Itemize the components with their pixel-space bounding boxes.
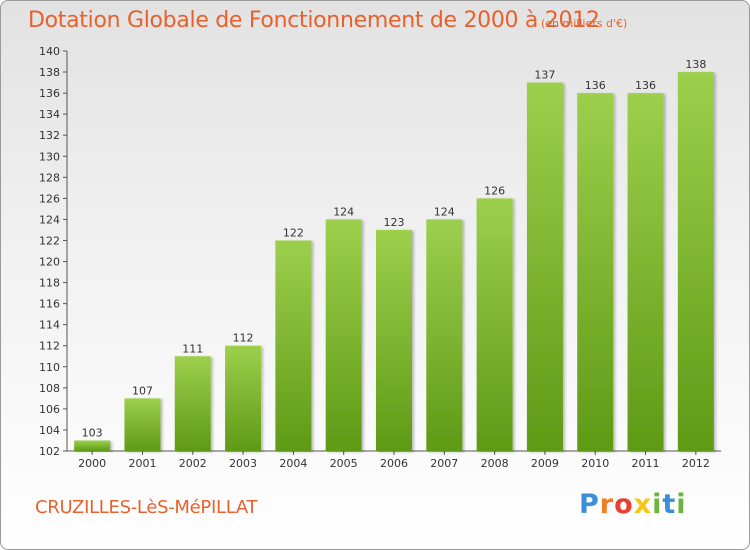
x-tick-label: 2006 — [380, 457, 408, 470]
bar-value-label: 112 — [233, 332, 254, 345]
x-tick-label: 2012 — [682, 457, 710, 470]
bar — [325, 219, 362, 451]
logo-letter: r — [599, 489, 615, 520]
y-tick-label: 106 — [39, 403, 60, 416]
logo-letter: o — [614, 489, 634, 520]
bar-value-label: 111 — [182, 342, 203, 355]
x-tick-label: 2009 — [531, 457, 559, 470]
bar — [275, 240, 312, 451]
bar-value-label: 137 — [534, 69, 555, 82]
y-tick-label: 114 — [39, 319, 60, 332]
y-tick-label: 134 — [39, 108, 60, 121]
bar-value-label: 122 — [283, 226, 304, 239]
bar-value-label: 138 — [685, 58, 706, 71]
x-tick-label: 2010 — [581, 457, 609, 470]
y-tick-label: 126 — [39, 192, 60, 205]
y-tick-label: 102 — [39, 445, 60, 458]
bar — [174, 356, 211, 451]
logo-letter: x — [633, 489, 653, 520]
x-tick-label: 2002 — [179, 457, 207, 470]
unit-note: (en milliers d'€) — [541, 17, 628, 30]
bar-value-label: 136 — [635, 79, 656, 92]
commune-name: CRUZILLES-LèS-MéPILLAT — [35, 497, 258, 518]
y-tick-label: 122 — [39, 234, 60, 247]
bar — [677, 72, 714, 451]
y-tick-label: 110 — [39, 361, 60, 374]
x-tick-label: 2003 — [229, 457, 257, 470]
logo-letter: i — [676, 489, 687, 520]
y-tick-label: 108 — [39, 382, 60, 395]
bar-value-label: 136 — [585, 79, 606, 92]
bar-value-label: 124 — [333, 205, 354, 218]
bar — [426, 219, 463, 451]
bar-value-label: 124 — [434, 205, 455, 218]
bar — [627, 93, 664, 452]
logo-letter: i — [652, 489, 663, 520]
bar — [526, 82, 563, 451]
y-tick-label: 112 — [39, 340, 60, 353]
bar-value-label: 123 — [384, 216, 405, 229]
bar-value-label: 107 — [132, 384, 153, 397]
bar — [577, 93, 614, 452]
x-tick-label: 2008 — [481, 457, 509, 470]
bar-value-label: 126 — [484, 184, 505, 197]
x-tick-label: 2005 — [330, 457, 358, 470]
x-axis: 2000 2001 2002 2003 2004 2005 2006 2007 2008 2009… — [67, 450, 721, 470]
x-tick-label: 2001 — [128, 457, 156, 470]
bar — [74, 440, 111, 451]
logo-letter: t — [662, 489, 677, 520]
bars — [74, 72, 714, 452]
bar — [476, 198, 513, 451]
y-tick-label: 120 — [39, 256, 60, 269]
bar — [376, 229, 412, 451]
y-tick-label: 128 — [39, 171, 60, 184]
y-tick-label: 130 — [39, 150, 60, 163]
y-tick-label: 104 — [39, 424, 60, 437]
x-tick-label: 2007 — [430, 457, 458, 470]
y-tick-label: 116 — [39, 298, 60, 311]
bar — [124, 398, 161, 451]
bar — [225, 345, 262, 451]
y-tick-label: 140 — [39, 45, 60, 58]
y-tick-label: 124 — [39, 213, 60, 226]
x-tick-label: 2004 — [279, 457, 307, 470]
bar-value-label: 103 — [82, 426, 103, 439]
y-tick-label: 138 — [39, 66, 60, 79]
x-tick-label: 2011 — [632, 457, 660, 470]
chart-title: Dotation Globale de Fonctionnement de 20… — [28, 8, 600, 33]
y-axis: 102 104 106 108 110 112 114 116 118 120 122 124 126 1… — [39, 45, 68, 458]
x-tick-label: 2000 — [78, 457, 106, 470]
proxiti-logo[interactable]: Proxiti — [579, 489, 687, 520]
y-tick-label: 136 — [39, 87, 60, 100]
value-labels: 103 107 111 112 122 124 123 124 126 137 136 136 138 — [82, 58, 707, 439]
y-tick-label: 132 — [39, 129, 60, 142]
logo-letter: P — [579, 489, 600, 520]
y-tick-label: 118 — [39, 277, 60, 290]
